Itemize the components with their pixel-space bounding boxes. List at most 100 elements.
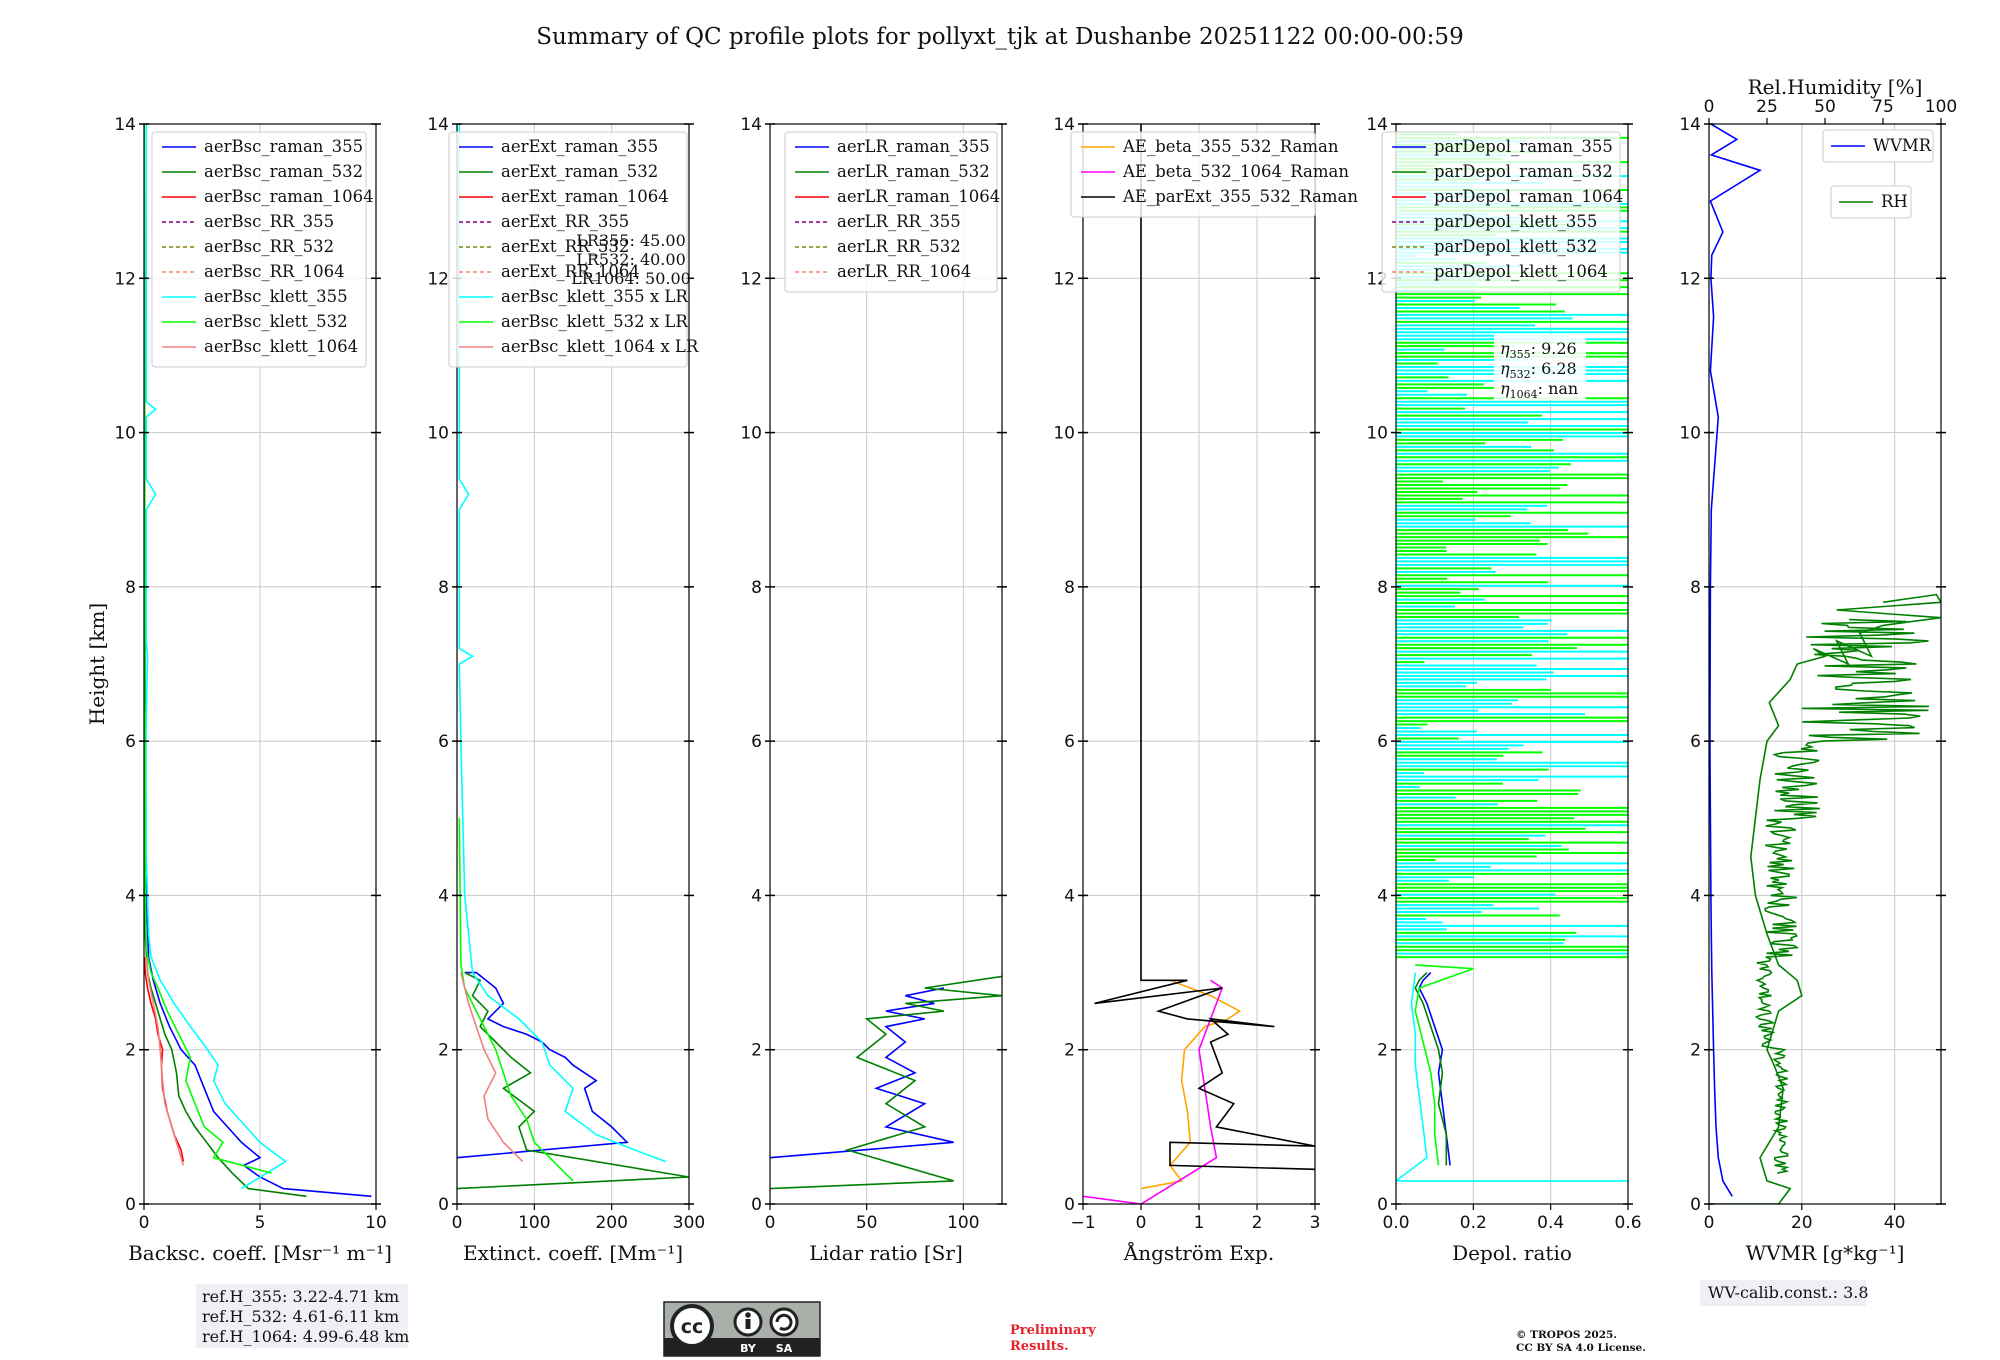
x-tick-label: 0 <box>1136 1213 1147 1233</box>
x-tick-label: 5 <box>255 1213 266 1233</box>
legend: parDepol_raman_355 parDepol_raman_532 parD… <box>1381 131 1623 293</box>
series-aerbsc-klett-355-x-lr <box>458 124 667 1163</box>
copyright-line-1: © TROPOS 2025. <box>1516 1329 1617 1341</box>
y-axis-label: Height [km] <box>85 603 109 725</box>
legend-entry: aerExt_RR_1064 <box>501 262 640 281</box>
y-tick-label: 0 <box>1690 1195 1701 1215</box>
y-tick-label: 10 <box>1053 424 1075 444</box>
series-wvmr <box>1709 124 1762 1197</box>
legend-entry: aerBsc_klett_1064 x LR <box>501 337 699 356</box>
copyright-line-2: CC BY SA 4.0 License. <box>1516 1342 1646 1354</box>
x-tick-label: 40 <box>1884 1213 1906 1233</box>
legend: aerBsc_raman_355 aerBsc_raman_532 aerBsc_r… <box>151 131 374 368</box>
y-tick-label: 14 <box>1366 115 1388 135</box>
y-tick-label: 10 <box>427 424 449 444</box>
legend-rh: RH <box>1830 185 1912 219</box>
x-tick-label: 0.4 <box>1537 1213 1564 1233</box>
y-tick-label: 0 <box>1377 1195 1388 1215</box>
y-tick-label: 6 <box>125 732 136 752</box>
y-tick-label: 10 <box>1366 424 1388 444</box>
legend-entry: aerBsc_RR_1064 <box>204 262 345 281</box>
y-tick-label: 6 <box>751 732 762 752</box>
legend-box <box>1822 129 1934 163</box>
cc-circle-icon <box>670 1304 714 1348</box>
x-tick-label: 10 <box>365 1213 387 1233</box>
legend-wvmr: WVMR <box>1822 129 1934 163</box>
legend-entry: aerLR_raman_532 <box>837 162 990 181</box>
y-tick-label: 2 <box>125 1041 136 1061</box>
series-group <box>1709 124 1941 1204</box>
x-axis-label: Ångström Exp. <box>1123 1240 1274 1265</box>
y-tick-label: 2 <box>751 1041 762 1061</box>
y-tick-label: 12 <box>114 269 136 289</box>
y-tick-label: 4 <box>1377 886 1388 906</box>
legend-entry: aerLR_RR_355 <box>837 212 961 231</box>
top-x-tick-label: 0 <box>1704 97 1715 117</box>
lr-note: LR1064: 50.00 <box>571 269 691 288</box>
legend-entry: parDepol_raman_532 <box>1434 162 1613 181</box>
legend-entry: WVMR <box>1873 136 1932 155</box>
eta-532: η532: 6.28 <box>1500 359 1577 381</box>
series-aerbsc-klett-355 <box>145 124 287 1190</box>
y-tick-label: 6 <box>438 732 449 752</box>
legend-box <box>151 131 367 368</box>
y-tick-label: 8 <box>1690 578 1701 598</box>
eta-355: η355: 9.26 <box>1500 339 1577 361</box>
top-x-tick-label: 25 <box>1756 97 1778 117</box>
preliminary-line-2: Results. <box>1010 1339 1069 1354</box>
y-tick-label: 14 <box>1679 115 1701 135</box>
series-group <box>770 975 1002 1190</box>
x-tick-label: 100 <box>518 1213 550 1233</box>
legend: aerExt_raman_355 aerExt_raman_532 aerExt_r… <box>448 131 699 368</box>
x-axis-label: WVMR [g*kg⁻¹] <box>1746 1241 1905 1265</box>
wv-calib-box <box>1700 1280 1866 1306</box>
y-tick-label: 4 <box>751 886 762 906</box>
y-tick-label: 2 <box>1064 1041 1075 1061</box>
panel-1: 0 2 4 6 8 10 12 14 0 5 10 Backsc. coeff. [Msr⁻¹ m⁻¹… <box>114 115 392 1265</box>
legend-entry: aerLR_RR_1064 <box>837 262 971 281</box>
x-tick-label: 1 <box>1194 1213 1205 1233</box>
x-axis-label: Depol. ratio <box>1452 1241 1572 1265</box>
legend-box <box>448 131 688 368</box>
preliminary-line-1: Preliminary <box>1010 1323 1096 1338</box>
sa-share-icon <box>769 1307 799 1337</box>
x-tick-label: 3 <box>1310 1213 1321 1233</box>
y-tick-label: 10 <box>114 424 136 444</box>
legend-entry: RH <box>1881 192 1908 211</box>
x-tick-label: 0 <box>1704 1213 1715 1233</box>
y-tick-label: 2 <box>1377 1041 1388 1061</box>
y-tick-label: 12 <box>1679 269 1701 289</box>
ref-h-box <box>196 1284 408 1348</box>
series-aerbsc-klett-532 <box>144 124 272 1174</box>
y-tick-label: 12 <box>1053 269 1075 289</box>
lr-note: LR355: 45.00 <box>576 231 686 250</box>
top-axis-label: Rel.Humidity [%] <box>1748 75 1923 99</box>
legend-box <box>1381 131 1621 293</box>
top-x-tick-label: 75 <box>1872 97 1894 117</box>
ref-h-355: ref.H_355: 3.22-4.71 km <box>202 1287 399 1306</box>
y-tick-label: 2 <box>438 1041 449 1061</box>
series-ae-beta-532-1064-raman <box>1083 979 1224 1204</box>
axes-frame <box>456 123 690 1205</box>
ref-h-532: ref.H_532: 4.61-6.11 km <box>202 1307 399 1326</box>
y-tick-label: 10 <box>1679 424 1701 444</box>
x-axis-label: Lidar ratio [Sr] <box>809 1241 963 1265</box>
legend-entry: AE_beta_355_532_Raman <box>1122 137 1339 156</box>
y-tick-label: 4 <box>125 886 136 906</box>
y-tick-label: 6 <box>1377 732 1388 752</box>
ref-h-annotation: ref.H_355: 3.22-4.71 km ref.H_532: 4.61-… <box>196 1284 409 1348</box>
y-tick-label: 4 <box>438 886 449 906</box>
x-tick-label: 0.6 <box>1614 1213 1641 1233</box>
series-ae-beta-355-532-raman <box>1140 979 1242 1190</box>
legend-entry: aerBsc_raman_532 <box>204 162 363 181</box>
legend-entry: aerBsc_raman_1064 <box>204 187 374 206</box>
x-tick-label: 0 <box>452 1213 463 1233</box>
x-tick-label: 50 <box>856 1213 878 1233</box>
legend: AE_beta_355_532_Raman AE_beta_532_1064_Ra… <box>1070 131 1358 218</box>
sa-arrow-icon <box>775 1313 793 1331</box>
y-tick-label: 8 <box>438 578 449 598</box>
legend-entry: parDepol_raman_355 <box>1434 137 1613 156</box>
